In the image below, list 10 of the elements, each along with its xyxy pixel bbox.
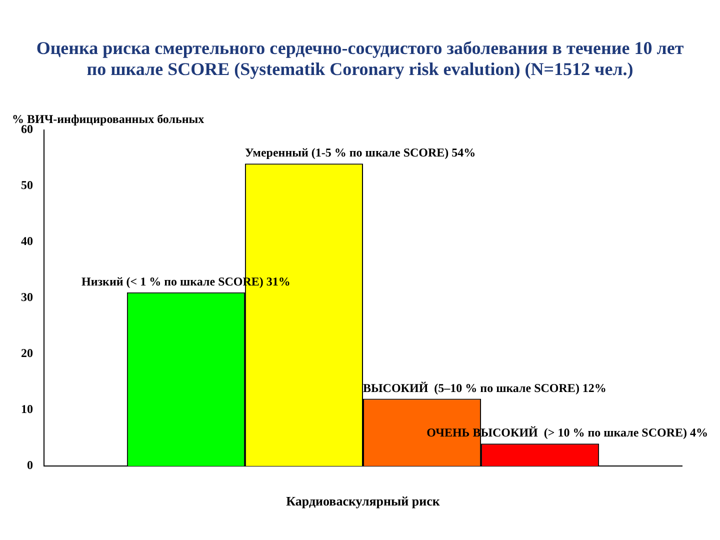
y-tick-label: 50: [21, 178, 33, 192]
x-axis-title: Кардиоваскулярный риск: [286, 494, 440, 509]
y-tick-label: 30: [21, 290, 33, 304]
y-tick-label: 0: [27, 458, 33, 472]
series-label: Умеренный (1-5 % по шкале SCORE) 54%: [244, 146, 476, 160]
y-tick-label: 10: [21, 402, 33, 416]
y-tick-label: 40: [21, 234, 33, 248]
y-tick-label: 20: [21, 346, 33, 360]
series-label: ВЫСОКИЙ (5–10 % по шкале SCORE) 12%: [363, 380, 606, 395]
chart-title: Оценка риска смертельного сердечно-сосудистого заболевания в течение 10 лет по шкале SCORE (Systematik Coronary risk evalution) (N=1512 чел.): [35, 37, 685, 80]
